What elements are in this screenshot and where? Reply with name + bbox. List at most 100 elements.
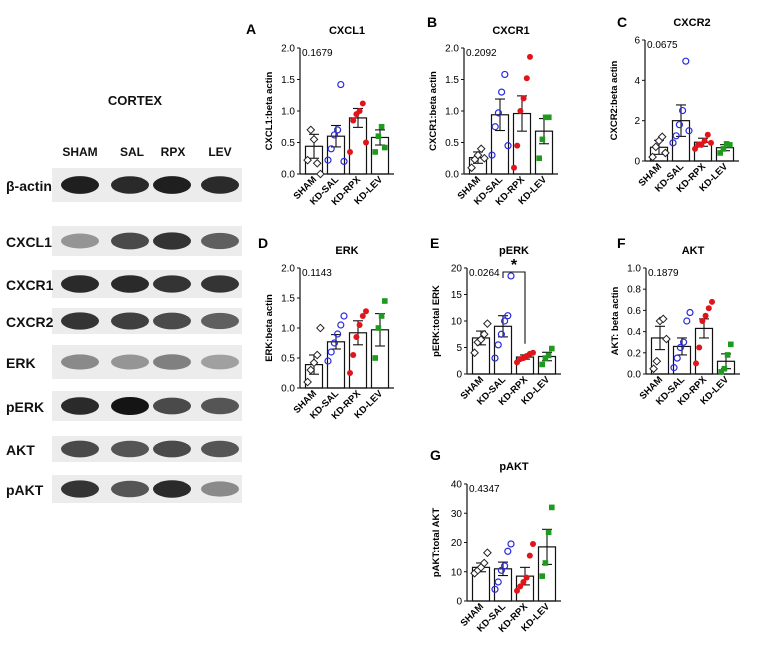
data-point: [670, 364, 678, 372]
data-point: [686, 308, 694, 317]
blot-band: [61, 480, 99, 498]
data-point: [530, 540, 536, 547]
blot-band: [61, 397, 99, 415]
data-point: [479, 558, 489, 568]
data-point: [652, 356, 662, 366]
y-axis-label: pAKT:total AKT: [431, 508, 442, 577]
blot-band: [111, 232, 149, 250]
y-tick-label: 0: [456, 370, 462, 381]
data-point: [539, 136, 546, 143]
data-point: [504, 312, 512, 320]
chart-title: CXCL1: [329, 25, 365, 37]
data-point: [306, 365, 316, 375]
data-point: [717, 150, 723, 156]
panel-letter: F: [617, 235, 626, 251]
y-tick-label: 6: [634, 36, 640, 47]
data-point: [504, 142, 512, 150]
data-point: [359, 100, 366, 107]
chart-title: ERK: [335, 245, 358, 257]
data-point: [517, 108, 524, 114]
data-point: [340, 157, 348, 165]
y-tick-label: 1.5: [445, 75, 459, 86]
chart-panel: F AKT AKT: beta actin 0.0 0.2 0.4 0.6 0.8 1.0 0.1…: [610, 235, 740, 408]
data-point: [651, 142, 661, 152]
data-point: [662, 334, 671, 344]
blot-rows: β-actin CXCL1 CXCR1 CXCR2 ERK pERK AKT pAKT: [6, 168, 242, 503]
data-point: [359, 313, 366, 319]
data-point: [382, 298, 388, 304]
blot-band: [111, 312, 149, 330]
blot-band: [153, 275, 191, 293]
y-tick-label: 1.5: [281, 75, 295, 86]
p-value-label: 0.2092: [466, 48, 497, 59]
data-point: [316, 323, 325, 333]
data-point: [347, 370, 353, 376]
data-point: [514, 142, 521, 149]
data-point: [327, 348, 335, 356]
data-point: [476, 335, 486, 344]
blot-band: [61, 275, 99, 293]
blot-row-label: pAKT: [6, 482, 44, 498]
blot-lane-label: RPX: [161, 145, 186, 159]
blot-band: [61, 440, 99, 458]
data-point: [709, 298, 715, 305]
y-tick-label: 15: [451, 290, 463, 301]
data-point: [720, 146, 727, 152]
data-point: [334, 126, 342, 134]
data-point: [363, 139, 369, 146]
data-point: [330, 131, 338, 139]
data-point: [701, 137, 708, 144]
data-point: [542, 355, 549, 361]
data-point: [520, 578, 527, 585]
y-tick-label: 0.0: [281, 384, 295, 395]
data-point: [527, 53, 533, 60]
data-point: [356, 108, 363, 114]
data-point: [497, 330, 505, 338]
data-point: [378, 123, 385, 130]
data-point: [303, 377, 312, 387]
chart-panel: B CXCR1 CXCR1:beta actin 0.0 0.5 1.0 1.5 2.0 0.2…: [427, 14, 558, 208]
blot-band: [61, 354, 99, 370]
data-point: [678, 106, 687, 115]
y-tick-label: 10: [451, 567, 463, 578]
data-point: [337, 321, 345, 329]
y-tick-label: 20: [451, 264, 463, 275]
data-point: [498, 88, 506, 96]
y-tick-label: 0.2: [627, 348, 641, 359]
blot-band: [201, 176, 239, 194]
data-point: [698, 141, 705, 148]
data-point: [520, 95, 527, 102]
data-point: [501, 317, 509, 325]
significance-bracket: [502, 271, 526, 344]
data-point: [511, 164, 517, 171]
y-axis-label: CXCR2:beta actin: [609, 60, 620, 140]
panel-letter: C: [617, 14, 627, 30]
y-tick-label: 2: [634, 116, 640, 127]
data-point: [542, 560, 549, 566]
data-point: [523, 75, 530, 82]
blot-lane-label: LEV: [208, 145, 231, 159]
data-point: [692, 145, 698, 152]
y-tick-label: 0.0: [281, 170, 295, 181]
blot-band: [153, 397, 191, 415]
data-point: [669, 139, 677, 147]
blot-band: [201, 232, 239, 250]
blot-band: [201, 354, 239, 370]
data-point: [661, 148, 670, 158]
data-point: [347, 148, 353, 155]
panel-letter: E: [430, 235, 439, 251]
blot-band: [201, 397, 239, 415]
blot-band: [111, 275, 149, 293]
data-point: [728, 341, 734, 348]
p-value-label: 0.0675: [647, 40, 678, 51]
y-tick-label: 0.0: [445, 170, 459, 181]
data-point: [337, 80, 345, 89]
data-point: [676, 343, 685, 352]
y-tick-label: 0.8: [627, 285, 641, 296]
data-point: [530, 349, 536, 356]
blot-band: [153, 312, 191, 330]
blot-lane-label: SHAM: [62, 145, 97, 159]
data-point: [723, 141, 730, 147]
blot-row-label: CXCR1: [6, 277, 54, 293]
blot-band: [153, 354, 191, 370]
